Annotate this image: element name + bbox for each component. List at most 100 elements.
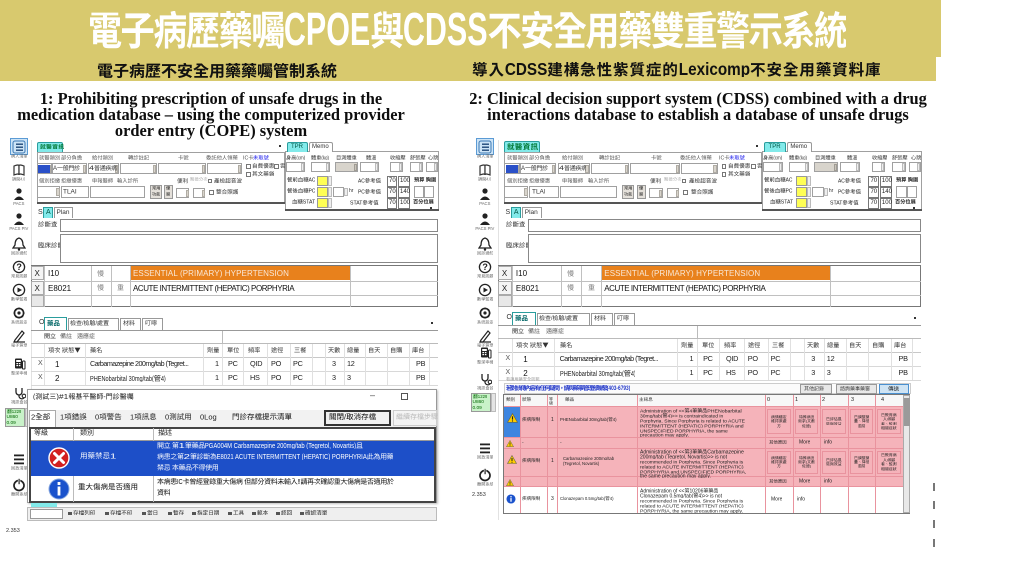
svg-text:4)>> is not: 4)>> is not [698,493,722,498]
svg-text:1229: 1229 [477,394,487,399]
svg-text:Carbamazepine: Carbamazepine [707,450,744,455]
svg-text:E8021 ACUTE INTERMITTENT (HEPA: E8021 ACUTE INTERMITTENT (HEPATIC) PORPH… [217,454,367,460]
svg-text:(kg): (kg) [800,155,808,160]
svg-text:(cm): (cm) [774,155,783,160]
svg-text:(: ( [806,460,808,464]
svg-text:PHENobarbital: PHENobarbital [707,409,741,414]
svg-text:2: 2 [31,413,35,421]
svg-text:1: 1 [179,443,186,449]
svg-text:Carbamazepine 200mg/tab: Carbamazepine 200mg/tab [563,456,614,461]
svg-text:CDSS: CDSS [505,62,547,78]
svg-text:(kg): (kg) [321,155,329,160]
svg-text:1: 1 [110,452,116,460]
svg-text:Clonazepam 0.5mg/tab(: Clonazepam 0.5mg/tab( [560,496,606,501]
svg-text:): ) [810,424,811,428]
svg-text:/: / [886,458,888,462]
svg-text:precaution may apply.: precaution may apply. [640,433,689,438]
svg-text:More: More [799,439,810,444]
svg-text:4): 4) [610,496,614,501]
svg-text:30mg/tab(: 30mg/tab( [640,413,663,418]
svg-text:AC: AC [358,178,365,183]
svg-text:IC: IC [177,479,183,485]
svg-text:4: 4 [89,166,95,171]
svg-text:2: 2 [184,454,191,460]
svg-text:AC: AC [786,178,793,183]
svg-text:PORPHYRIA and UNSPECIFIED PORP: PORPHYRIA and UNSPECIFIED PORPHYRIA, [640,469,746,474]
svg-text:STAT: STAT [350,200,363,205]
svg-text:(: ( [33,394,36,400]
svg-text:-: - [103,394,106,400]
svg-text:AC: AC [838,178,845,183]
svg-text:4): 4) [630,370,635,376]
svg-text:/: / [344,413,347,421]
svg-text:the same precaution may apply.: the same precaution may apply. [640,474,711,479]
svg-text:)#1: )#1 [56,394,68,400]
svg-text:4.0: 4.0 [487,177,492,181]
svg-text:4.0: 4.0 [21,177,26,181]
svg-text:(Tegretol, Novartis): (Tegretol, Novartis) [563,461,599,466]
svg-text:info: info [824,439,832,444]
svg-text:1229: 1229 [11,409,21,414]
svg-text:related to ACUTE INTERMITTENT: related to ACUTE INTERMITTENT (HEPATIC) [640,464,744,469]
svg-text:IC: IC [243,156,248,161]
svg-text:?: ? [482,262,488,272]
svg-text:Lexicomp: Lexicomp [679,62,750,78]
svg-text:): ) [810,464,811,468]
svg-text:recommended in Porphyria. Sinc: recommended in Porphyria. Since Porphyri… [640,459,743,464]
svg-text:PC: PC [309,189,316,194]
svg-text:STAT: STAT [830,200,843,205]
svg-text:10206: 10206 [689,489,703,494]
svg-text:STAT: STAT [303,200,315,205]
svg-text:STAT: STAT [780,200,792,205]
svg-text:3: 3 [689,450,692,455]
svg-text:INTERMITTENT (HEPATIC) PORPHYR: INTERMITTENT (HEPATIC) PORPHYRIA and [640,423,744,428]
svg-text:(cm): (cm) [296,155,305,160]
svg-text:(: ( [806,419,808,423]
svg-text:0: 0 [95,413,99,421]
svg-text:0Log: 0Log [200,413,217,421]
svg-text:0: 0 [165,413,169,421]
svg-text:Clonazepam 0.5mg/tab(: Clonazepam 0.5mg/tab( [640,493,694,498]
svg-text:TLAI: TLAI [63,188,77,194]
svg-text:200mg/tab (Tegretol, Novartis): 200mg/tab (Tegretol, Novartis)>> is not [640,454,727,459]
svg-text:4: 4 [689,409,692,414]
svg-text:A: A [53,166,57,171]
svg-text:related to ACUTE INTERMITTENT: related to ACUTE INTERMITTENT (HEPATIC) [640,503,744,508]
svg-text:More: More [799,478,810,483]
svg-text:PHENobarbital 30mg/tab(: PHENobarbital 30mg/tab( [90,375,154,381]
svg-text:CPOE: CPOE [284,11,370,51]
svg-text:4): 4) [613,417,617,422]
svg-text:A: A [521,166,525,171]
svg-text:Porphyria. Since Porphyria is: Porphyria. Since Porphyria is related to… [640,418,745,423]
svg-text:recommended in Porphyria. Sinc: recommended in Porphyria. Since Porphyri… [640,498,743,503]
svg-text:!: ! [297,479,300,485]
svg-text:PGA004M Carbamazepine 200mg/ta: PGA004M Carbamazepine 200mg/tab (Tegreto… [205,443,356,449]
svg-text:/: / [886,417,888,421]
svg-text:/: / [564,316,566,321]
svg-text:4)>> is contraindicated in: 4)>> is contraindicated in [667,413,723,418]
svg-text:info: info [797,496,805,501]
svg-text:(403-6793): (403-6793) [607,386,630,391]
svg-text:1: 1 [130,413,134,421]
svg-text:4: 4 [559,166,565,171]
svg-text:UNSPECIFIED PORPHYRIA, the sam: UNSPECIFIED PORPHYRIA, the same [640,428,728,433]
svg-text:/: / [96,321,98,326]
svg-text:Administration of <<: Administration of << [640,450,684,455]
svg-text:PHENobarbital 30mg/tab(: PHENobarbital 30mg/tab( [560,370,624,376]
svg-text:?: ? [16,262,22,272]
svg-text:PORPHYRIA, the same precaution: PORPHYRIA, the same precaution may apply… [640,508,743,513]
svg-text:PC: PC [786,189,793,194]
svg-text:PC: PC [358,189,365,194]
svg-text:AC: AC [309,178,316,183]
svg-text:TLAI: TLAI [532,188,546,194]
svg-text:Administration of <<: Administration of << [640,409,685,414]
svg-text:More: More [771,496,782,501]
svg-text:PHENobarbital 30mg/tab(: PHENobarbital 30mg/tab( [560,417,609,422]
svg-text:PC: PC [838,189,845,194]
svg-text:1: 1 [60,413,64,421]
svg-text:Administration of <<: Administration of << [640,489,685,494]
svg-text:/: / [82,321,84,326]
svg-text:CDSS: CDSS [403,11,488,51]
svg-text:4): 4) [161,375,166,381]
svg-text:/: / [551,316,553,321]
